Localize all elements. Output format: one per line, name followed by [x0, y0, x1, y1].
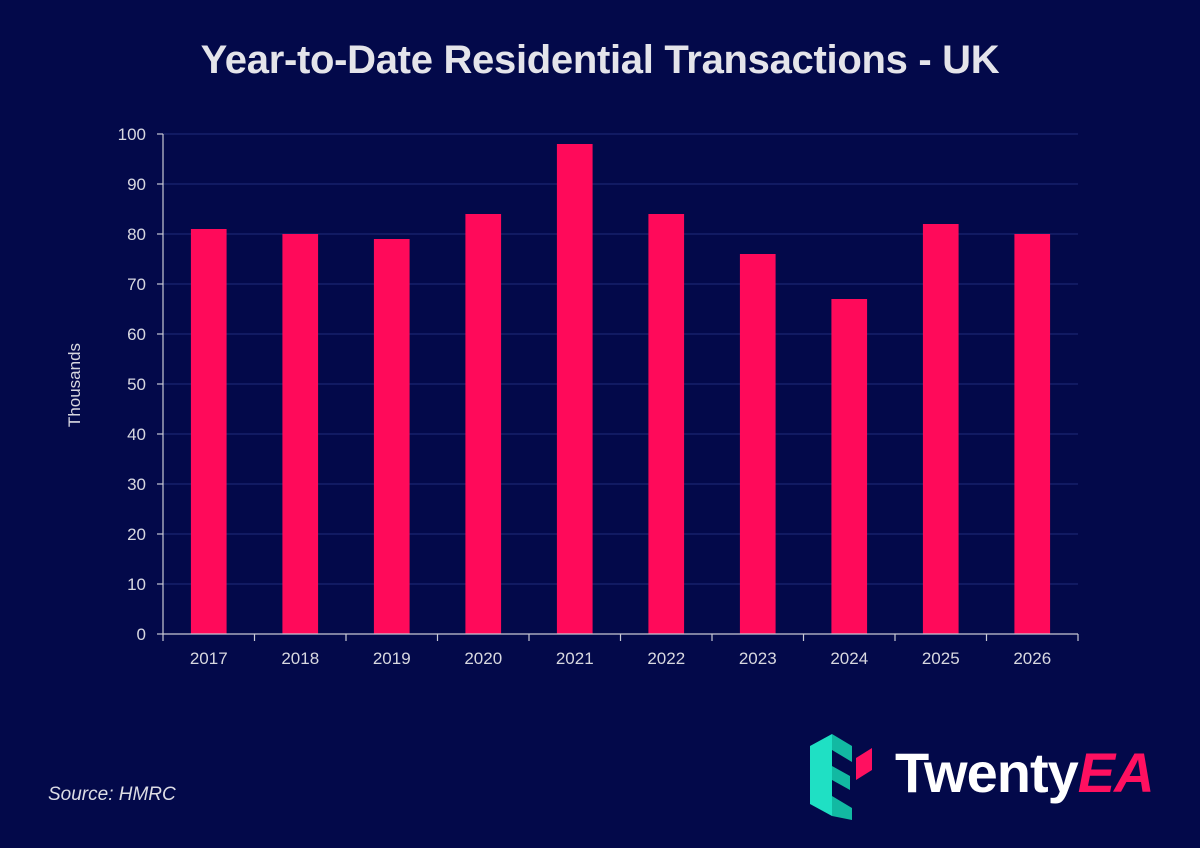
y-axis-label: Thousands	[65, 343, 84, 427]
y-tick-label: 30	[127, 475, 146, 494]
y-tick-label: 20	[127, 525, 146, 544]
x-tick-label: 2023	[739, 649, 777, 668]
x-tick-label: 2021	[556, 649, 594, 668]
y-tick-label: 0	[137, 625, 146, 644]
x-tick-label: 2024	[830, 649, 868, 668]
brand-wordmark: TwentyEA	[895, 740, 1155, 805]
y-tick-label: 60	[127, 325, 146, 344]
x-tick-label: 2026	[1013, 649, 1051, 668]
bar-2021	[556, 144, 593, 634]
y-tick-label: 90	[127, 175, 146, 194]
chart-title: Year-to-Date Residential Transactions - …	[200, 38, 1000, 82]
bar-2017	[190, 229, 227, 634]
bar-2026	[1014, 234, 1051, 634]
y-tick-label: 10	[127, 575, 146, 594]
brand-name-accent: EA	[1077, 741, 1155, 804]
y-tick-label: 70	[127, 275, 146, 294]
bar-2019	[373, 239, 410, 634]
bar-2023	[739, 254, 776, 634]
bar-chart: 0 10 20 30 40 50 60 70 80 90 100 2017 2018 2019 2020 20…	[65, 125, 1079, 668]
tick-labels: 0 10 20 30 40 50 60 70 80 90 100 2017 2018 2019 2020 20…	[118, 125, 1052, 668]
y-tick-label: 50	[127, 375, 146, 394]
x-tick-label: 2022	[647, 649, 685, 668]
bar-2022	[648, 214, 685, 634]
bar-2020	[465, 214, 502, 634]
twentyea-logo-icon	[810, 734, 872, 820]
bar-2018	[282, 234, 319, 634]
bar-2024	[831, 299, 868, 634]
x-tick-label: 2019	[373, 649, 411, 668]
x-tick-label: 2017	[190, 649, 228, 668]
x-tick-label: 2025	[922, 649, 960, 668]
bars	[190, 144, 1051, 634]
axes	[157, 133, 1079, 641]
y-tick-label: 80	[127, 225, 146, 244]
x-tick-label: 2018	[281, 649, 319, 668]
y-tick-label: 100	[118, 125, 146, 144]
x-tick-label: 2020	[464, 649, 502, 668]
source-note: Source: HMRC	[48, 784, 176, 805]
bar-2025	[922, 224, 959, 634]
y-tick-label: 40	[127, 425, 146, 444]
brand-name-main: Twenty	[895, 741, 1079, 804]
